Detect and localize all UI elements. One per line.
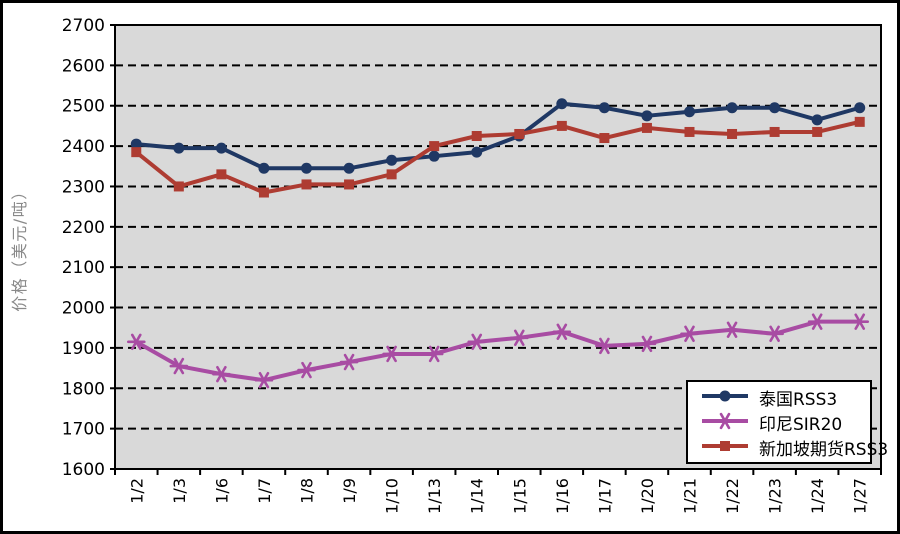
data-point-marker <box>812 126 823 137</box>
data-point-marker <box>301 361 312 379</box>
data-point-marker <box>684 325 695 343</box>
y-tick-label: 2100 <box>62 258 105 278</box>
data-point-marker <box>556 323 568 340</box>
data-point-marker <box>684 126 695 137</box>
data-point-marker <box>258 371 270 389</box>
legend: 泰国RSS3 印尼SIR20 新加坡期货RSS3 <box>686 380 888 464</box>
data-point-marker <box>386 169 397 180</box>
x-tick-label: 1/10 <box>383 478 402 514</box>
legend-marker-square-icon <box>701 437 749 459</box>
data-point-marker <box>173 181 184 192</box>
y-tick-label: 1600 <box>62 460 105 480</box>
y-tick-label: 2500 <box>62 97 105 117</box>
data-point-marker <box>301 162 312 174</box>
x-tick-label: 1/16 <box>553 478 572 514</box>
data-point-marker <box>769 126 780 137</box>
y-axis-title: 价格（美元/吨） <box>10 182 29 311</box>
data-point-marker <box>641 335 653 353</box>
data-point-marker <box>726 321 738 338</box>
data-point-marker <box>513 329 525 347</box>
data-point-marker <box>599 337 610 355</box>
y-tick-label: 1800 <box>62 379 105 399</box>
data-point-marker <box>131 147 142 158</box>
y-tick-label: 2400 <box>62 137 105 157</box>
x-tick-label: 1/2 <box>127 478 146 504</box>
x-tick-label: 1/20 <box>638 478 657 514</box>
data-point-marker <box>428 345 440 363</box>
x-tick-label: 1/15 <box>510 478 529 514</box>
y-tick-label: 1700 <box>62 420 105 440</box>
x-tick-label: 1/9 <box>340 478 359 504</box>
plot-border <box>114 24 882 470</box>
data-point-marker <box>556 98 568 110</box>
data-point-marker <box>429 141 440 152</box>
data-point-marker <box>641 122 652 133</box>
x-tick-label: 1/21 <box>681 478 700 514</box>
data-point-marker <box>173 142 185 154</box>
data-point-marker <box>215 142 227 154</box>
data-point-marker <box>769 102 781 114</box>
y-tick-label: 2200 <box>62 218 105 238</box>
data-point-marker <box>598 102 610 114</box>
data-point-marker <box>769 325 780 343</box>
legend-label: 印尼SIR20 <box>759 415 843 435</box>
legend-item-singapore-futures-rss3: 新加坡期货RSS3 <box>701 435 888 460</box>
x-tick-label: 1/24 <box>808 478 827 514</box>
data-point-marker <box>130 333 142 351</box>
x-tick-label: 1/22 <box>723 478 742 514</box>
x-tick-label: 1/14 <box>468 478 487 514</box>
data-point-marker <box>726 102 738 114</box>
data-point-marker <box>344 179 355 190</box>
legend-marker-circle-icon <box>701 387 749 409</box>
data-point-marker <box>471 146 483 158</box>
legend-item-indonesia-sir20: 印尼SIR20 <box>701 410 866 435</box>
x-tick-label: 1/7 <box>255 478 274 504</box>
x-tick-label: 1/27 <box>851 478 870 514</box>
data-point-marker <box>641 110 653 122</box>
data-point-marker <box>854 102 866 114</box>
data-point-marker <box>811 313 823 330</box>
y-tick-label: 2300 <box>62 177 105 197</box>
data-point-marker <box>471 131 482 141</box>
data-point-marker <box>727 128 738 139</box>
legend-item-thailand-rss3: 泰国RSS3 <box>701 385 866 410</box>
data-point-marker <box>216 169 227 180</box>
data-point-marker <box>428 150 440 162</box>
x-tick-label: 1/17 <box>595 478 614 514</box>
x-tick-label: 1/3 <box>170 478 189 504</box>
x-tick-label: 1/6 <box>212 478 231 504</box>
series-line <box>134 101 862 171</box>
data-point-marker <box>130 138 142 150</box>
data-point-marker <box>811 114 823 126</box>
y-tick-label: 2700 <box>62 16 105 36</box>
rubber-price-chart: 1600 1700 1800 1900 2000 2100 2200 2300 2400 2500… <box>3 3 897 531</box>
data-point-marker <box>556 120 567 131</box>
data-point-marker <box>343 353 355 371</box>
data-point-marker <box>216 365 227 383</box>
data-point-marker <box>854 116 865 127</box>
data-point-marker <box>386 345 397 363</box>
x-tick-label: 1/8 <box>298 478 317 504</box>
data-point-marker <box>173 357 185 375</box>
data-point-marker <box>343 162 355 174</box>
data-point-marker <box>514 128 525 139</box>
y-tick-label: 1900 <box>62 339 105 359</box>
data-point-marker <box>258 187 269 198</box>
legend-label: 新加坡期货RSS3 <box>759 440 889 460</box>
y-tick-label: 2600 <box>62 56 105 76</box>
x-tick-label: 1/23 <box>766 478 785 514</box>
legend-label: 泰国RSS3 <box>759 390 838 410</box>
x-tick-label: 1/13 <box>425 478 444 514</box>
data-point-marker <box>854 313 866 330</box>
data-point-marker <box>599 133 610 144</box>
data-point-marker <box>301 179 312 190</box>
series-line <box>134 119 862 195</box>
data-point-marker <box>684 106 695 118</box>
legend-marker-asterisk-icon <box>701 412 749 434</box>
data-point-marker <box>258 162 270 174</box>
data-point-marker <box>386 154 398 166</box>
data-point-marker <box>471 333 483 351</box>
y-tick-label: 2000 <box>62 299 105 319</box>
chart-canvas: 1600 1700 1800 1900 2000 2100 2200 2300 2400 2500… <box>10 16 882 514</box>
